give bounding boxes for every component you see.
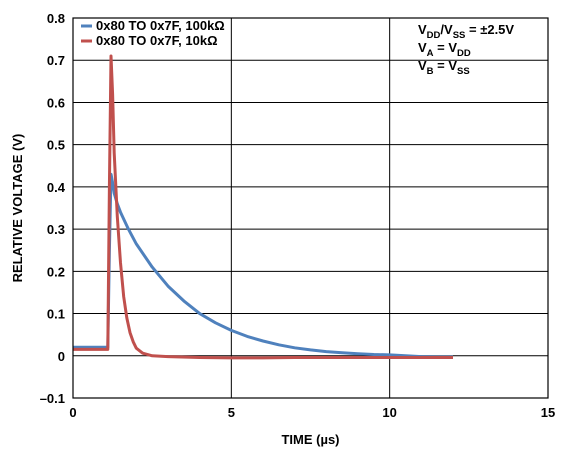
annotation-rest: = ±2.5V: [465, 22, 514, 37]
tick-labels: 0 5 10 15 –0.1 0 0.1 0.2 0.3 0.4 0.5 0.6 0.7 0.8: [40, 11, 556, 420]
annotation-sub2: SS: [457, 66, 470, 77]
y-tick-label: 0: [58, 349, 65, 364]
series-line-1: [73, 54, 453, 360]
y-tick-label: 0.3: [47, 222, 65, 237]
annotation-sub2: SS: [453, 30, 466, 41]
y-tick-label: 0.8: [47, 11, 65, 26]
x-tick-label: 10: [382, 405, 396, 420]
y-tick-label: –0.1: [40, 391, 65, 406]
legend-label-0: 0x80 TO 0x7F, 100kΩ: [96, 18, 225, 33]
y-tick-label: 0.2: [47, 264, 65, 279]
series-layer: [73, 54, 453, 360]
legend-label-1: 0x80 TO 0x7F, 10kΩ: [96, 33, 218, 48]
x-axis-label: TIME (µs): [281, 432, 339, 447]
y-tick-label: 0.6: [47, 95, 65, 110]
annotation-base: V: [418, 22, 427, 37]
annotation-base2: = V: [434, 40, 458, 55]
annotation-line-2: VB = VSS: [418, 58, 470, 77]
y-tick-label: 0.4: [47, 180, 66, 195]
annotation-base: V: [418, 40, 427, 55]
annotation-sub: DD: [427, 30, 441, 41]
y-tick-label: 0.5: [47, 138, 65, 153]
y-axis-label: RELATIVE VOLTAGE (V): [10, 134, 25, 283]
annotation-line-0: VDD/VSS = ±2.5V: [418, 22, 514, 41]
plot-frame: [72, 17, 549, 399]
x-tick-label: 5: [228, 405, 235, 420]
annotation-base2: /V: [440, 22, 453, 37]
annotation-sub: A: [427, 48, 434, 59]
y-tick-label: 0.1: [47, 307, 65, 322]
series-line-0: [73, 172, 453, 359]
x-tick-label: 15: [541, 405, 555, 420]
annotation-sub2: DD: [457, 48, 471, 59]
annotation-base2: = V: [434, 58, 458, 73]
annotation-sub: B: [427, 66, 434, 77]
grid-lines: [73, 18, 548, 398]
x-tick-label: 0: [69, 405, 76, 420]
annotation-line-1: VA = VDD: [418, 40, 471, 59]
annotation-base: V: [418, 58, 427, 73]
y-tick-label: 0.7: [47, 53, 65, 68]
